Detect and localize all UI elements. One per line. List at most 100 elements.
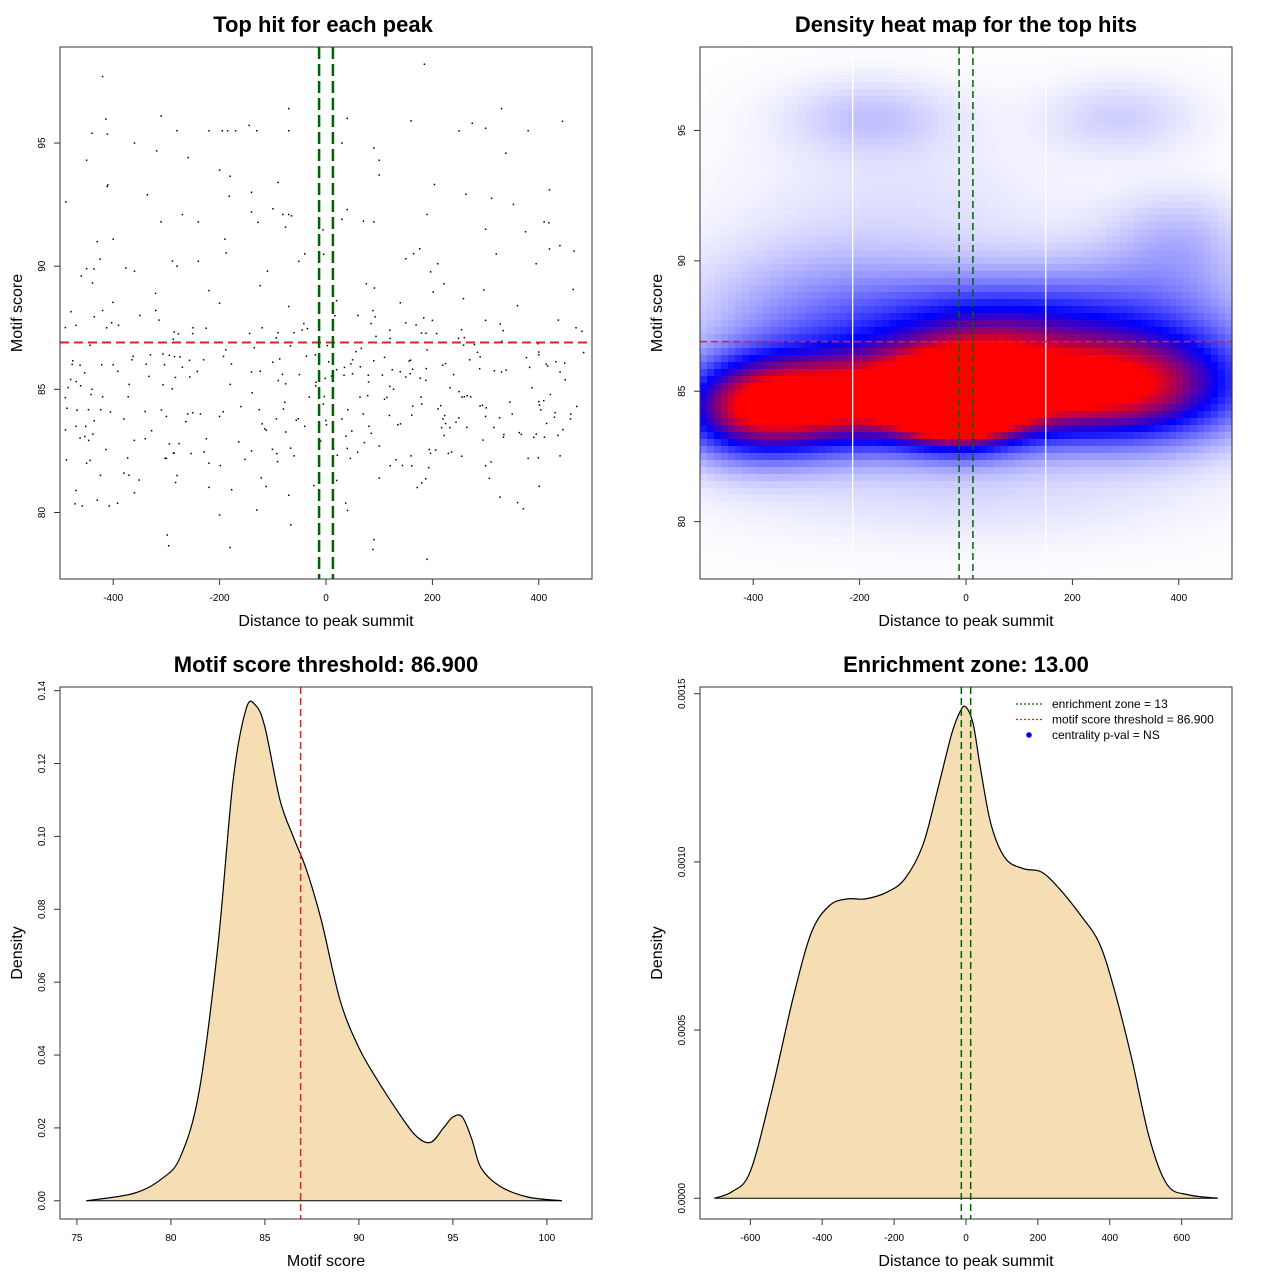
heatmap-cell	[1211, 222, 1219, 230]
heatmap-cell	[847, 432, 855, 440]
heatmap-cell	[1099, 131, 1107, 139]
heatmap-cell	[791, 187, 799, 195]
heatmap-cell	[1225, 320, 1233, 328]
scatter-point	[298, 260, 300, 263]
heatmap-cell	[1162, 173, 1170, 181]
scatter-point	[190, 452, 192, 455]
heatmap-cell	[798, 285, 806, 293]
heatmap-cell	[1050, 285, 1058, 293]
heatmap-cell	[847, 453, 855, 461]
heatmap-cell	[770, 411, 778, 419]
heatmap-cell	[910, 390, 918, 398]
heatmap-cell	[756, 222, 764, 230]
heatmap-cell	[700, 215, 708, 223]
heatmap-cell	[910, 75, 918, 83]
heatmap-cell	[973, 243, 981, 251]
heatmap-cell	[1134, 411, 1142, 419]
heatmap-cell	[896, 222, 904, 230]
scatter-point	[116, 502, 119, 504]
heatmap-cell	[1218, 124, 1226, 132]
heatmap-cell	[1015, 152, 1023, 160]
heatmap-cell	[896, 124, 904, 132]
heatmap-cell	[966, 397, 974, 405]
heatmap-cell	[1120, 103, 1128, 111]
heatmap-cell	[707, 320, 715, 328]
scatter-point	[96, 499, 98, 501]
heatmap-cell	[1029, 75, 1037, 83]
heatmap-cell	[882, 194, 890, 202]
heatmap-cell	[798, 180, 806, 188]
heatmap-cell	[889, 369, 897, 377]
heatmap-cell	[735, 362, 743, 370]
heatmap-cell	[1211, 208, 1219, 216]
heatmap-cell	[1057, 208, 1065, 216]
heatmap-cell	[805, 404, 813, 412]
heatmap-cell	[1008, 180, 1016, 188]
heatmap-cell	[1078, 271, 1086, 279]
heatmap-cell	[1183, 327, 1191, 335]
heatmap-cell	[847, 75, 855, 83]
heatmap-cell	[1176, 341, 1184, 349]
heatmap-cell	[805, 75, 813, 83]
heatmap-cell	[777, 299, 785, 307]
scatter-point	[315, 385, 317, 387]
heatmap-cell	[945, 432, 953, 440]
heatmap-cell	[1183, 180, 1191, 188]
heatmap-cell	[714, 320, 722, 328]
heatmap-cell	[1148, 152, 1156, 160]
heatmap-cell	[805, 320, 813, 328]
heatmap-cell	[1127, 152, 1135, 160]
heatmap-cell	[1155, 208, 1163, 216]
heatmap-cell	[784, 432, 792, 440]
heatmap-cell	[1225, 306, 1233, 314]
heatmap-cell	[798, 446, 806, 454]
heatmap-cell	[1099, 397, 1107, 405]
heatmap-cell	[1078, 285, 1086, 293]
heatmap-cell	[1197, 54, 1205, 62]
heatmap-cell	[1092, 432, 1100, 440]
heatmap-cell	[1225, 236, 1233, 244]
heatmap-cell	[805, 390, 813, 398]
heatmap-cell	[721, 418, 729, 426]
heatmap-cell	[784, 292, 792, 300]
heatmap-cell	[854, 369, 862, 377]
heatmap-cell	[1106, 173, 1114, 181]
heatmap-cell	[1001, 131, 1009, 139]
heatmap-cell	[896, 194, 904, 202]
heatmap-cell	[861, 334, 869, 342]
heatmap-cell	[1204, 369, 1212, 377]
heatmap-cell	[749, 257, 757, 265]
scatter-point	[373, 538, 375, 541]
heatmap-cell	[1225, 89, 1233, 97]
scatter-point	[493, 426, 495, 429]
scatter-panel: Top hit for each peak -400 -200 0 200 400 80…	[9, 12, 593, 630]
heatmap-cell	[1022, 173, 1030, 181]
heatmap-cell	[1078, 124, 1086, 132]
heatmap-cell	[952, 68, 960, 76]
heatmap-cell	[1050, 453, 1058, 461]
heatmap-cell	[840, 166, 848, 174]
heatmap-cell	[1015, 362, 1023, 370]
heatmap-cell	[1141, 453, 1149, 461]
scatter-point	[327, 361, 330, 363]
heatmap-cell	[735, 432, 743, 440]
heatmap-cell	[889, 250, 897, 258]
heatmap-cell	[742, 355, 750, 363]
heatmap-cell	[756, 299, 764, 307]
heatmap-cell	[994, 96, 1002, 104]
heatmap-cell	[1176, 334, 1184, 342]
heatmap-cell	[1099, 453, 1107, 461]
heatmap-cell	[1169, 145, 1177, 153]
heatmap-cell	[784, 145, 792, 153]
heatmap-cell	[714, 159, 722, 167]
heatmap-cell	[763, 117, 771, 125]
heatmap-cell	[959, 250, 967, 258]
heatmap-cell	[826, 194, 834, 202]
heatmap-cell	[917, 320, 925, 328]
scatter-point	[373, 147, 375, 149]
heatmap-cell	[987, 166, 995, 174]
heatmap-cell	[1183, 222, 1191, 230]
heatmap-cell	[1190, 292, 1198, 300]
heatmap-cell	[889, 215, 897, 223]
heatmap-cell	[1141, 236, 1149, 244]
